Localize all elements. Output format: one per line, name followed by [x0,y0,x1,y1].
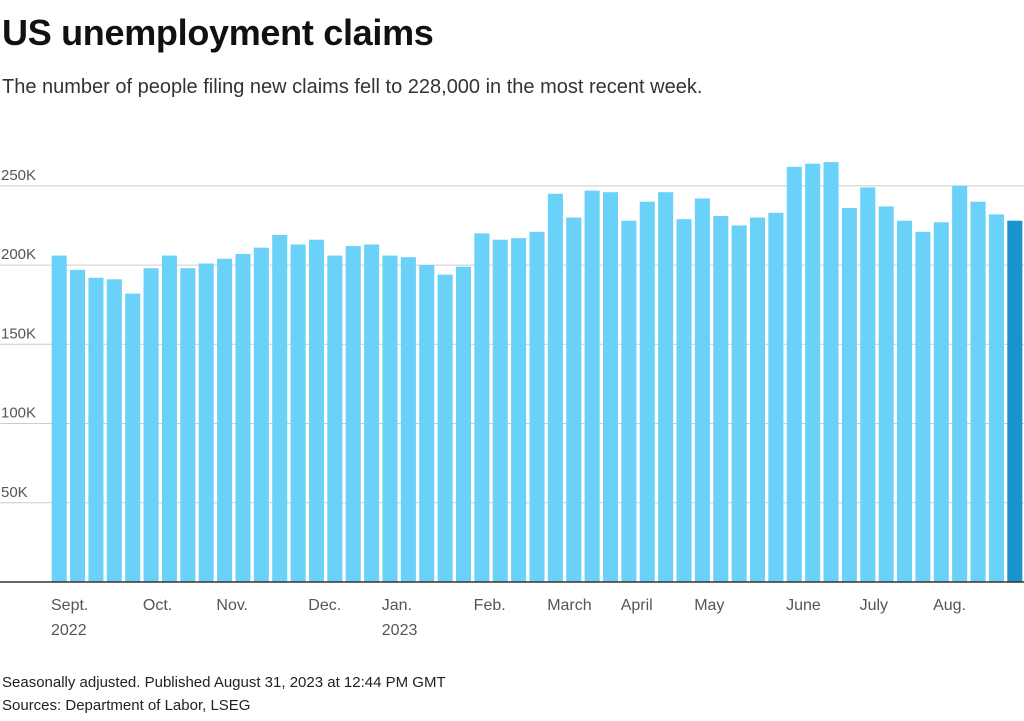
sources: Sources: Department of Labor, LSEG [2,697,251,714]
bar [437,274,453,582]
x-tick-label: Feb. [474,597,506,614]
bar [455,266,472,582]
bar [897,220,913,582]
bar [88,277,104,582]
bar-chart: 50K 100K 150K 200K 250K Sept. 2022 Oct. Nov. Dec… [0,162,1024,639]
x-tick-label: March [547,597,591,614]
bar [217,258,233,582]
bar [1007,220,1023,582]
x-tick-label: Sept. [51,597,88,614]
bar [639,201,655,582]
bar [364,244,380,582]
bar [272,234,288,582]
bar [731,225,747,582]
bar [676,219,692,582]
y-tick-label: 50K [1,484,28,501]
bar [198,263,214,582]
x-tick-label: Oct. [143,597,172,614]
bar [474,233,490,582]
bar [290,244,306,582]
bar [511,238,527,582]
footnote: Seasonally adjusted. Published August 31… [2,674,446,691]
y-tick-label: 150K [1,325,36,342]
y-tick-label: 200K [1,246,36,263]
x-axis-labels: Sept. 2022 Oct. Nov. Dec. Jan. 2023 Feb. March Ap… [51,597,966,639]
bar [547,193,563,582]
bar [878,206,894,582]
bar [51,255,67,583]
y-tick-label: 250K [1,167,36,184]
bar [952,185,968,582]
bar [823,162,839,583]
x-tick-label: Jan. [382,597,412,614]
bar [345,246,361,583]
bar [161,255,177,583]
chart-subtitle: The number of people filing new claims f… [2,76,703,98]
x-tick-label: April [621,597,653,614]
bar [694,198,710,582]
bar [915,231,931,583]
bar [253,247,269,582]
bar [602,192,619,582]
bar [749,217,766,582]
bar [400,257,416,582]
bar [492,239,508,582]
bar [584,190,600,582]
bar [768,212,784,582]
bar [125,293,141,582]
bar [713,215,729,582]
bar [786,166,802,583]
bar [235,253,251,582]
bar [70,269,86,582]
bars [51,162,1023,583]
bar [327,255,343,583]
bar [106,279,122,582]
y-tick-label: 100K [1,405,36,422]
bar [860,187,876,582]
bar [988,214,1004,582]
bar [419,265,435,582]
bar [529,231,545,583]
x-tick-label: May [694,597,724,614]
bar [970,201,986,582]
bar [143,268,159,582]
bar [566,217,582,582]
x-tick-label: July [860,597,888,614]
chart-title: US unemployment claims [2,12,434,53]
x-tick-year: 2023 [382,622,418,639]
bar [382,255,398,583]
x-tick-label: Dec. [308,597,341,614]
bar [658,192,674,582]
bar [308,239,325,582]
bar [933,222,949,582]
x-tick-label: June [786,597,821,614]
bar [621,220,637,582]
bar [180,268,196,582]
x-tick-label: Nov. [216,597,248,614]
x-tick-label: Aug. [933,597,966,614]
bar [805,163,821,582]
x-tick-year: 2022 [51,622,87,639]
bar [841,208,857,582]
y-axis-labels: 50K 100K 150K 200K 250K [1,167,36,501]
